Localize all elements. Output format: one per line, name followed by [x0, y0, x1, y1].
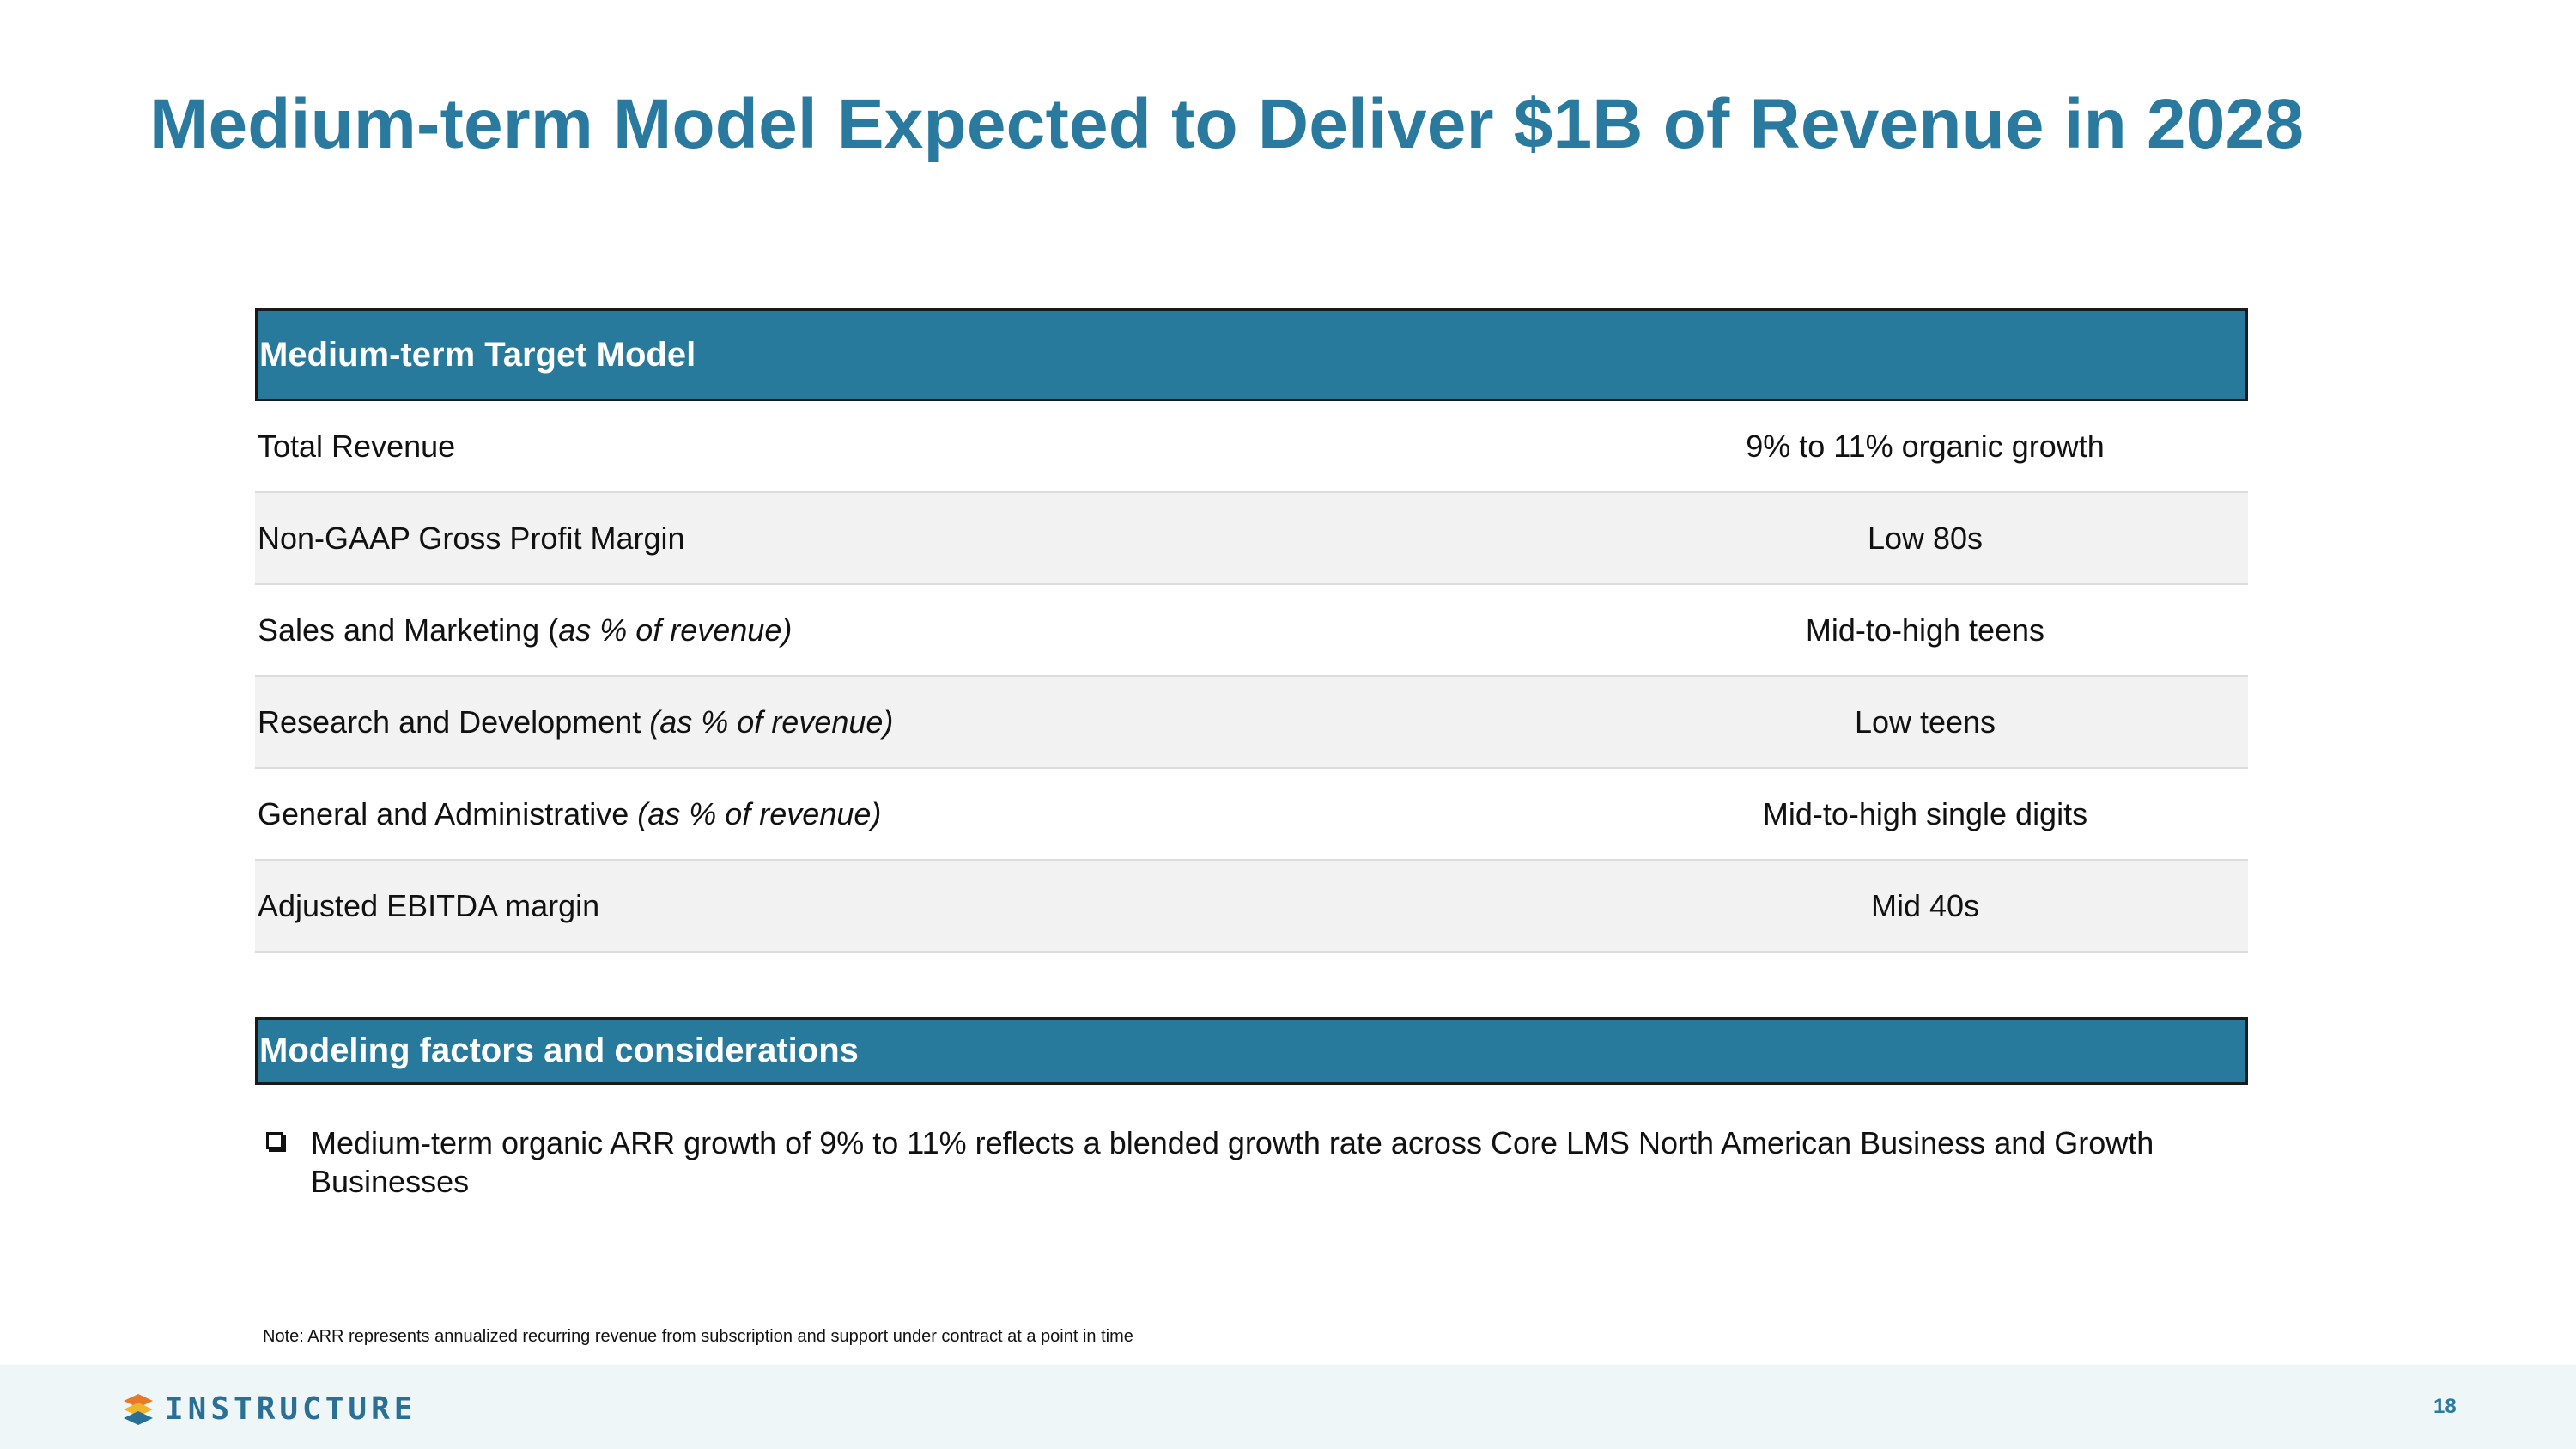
row-label: Total Revenue: [258, 428, 456, 464]
target-model-header: Medium-term Target Model: [255, 308, 2248, 401]
table-row-research-development: Research and Development (as % of revenu…: [255, 677, 2248, 769]
row-value: Mid-to-high single digits: [1762, 795, 2088, 831]
target-model-header-label: Medium-term Target Model: [259, 335, 696, 374]
instructure-logo-icon: [124, 1393, 153, 1425]
logo-text: INSTRUCTURE: [165, 1391, 417, 1427]
factors-list: Medium-term organic ARR growth of 9% to …: [266, 1123, 2241, 1201]
factor-item: Medium-term organic ARR growth of 9% to …: [311, 1125, 2154, 1199]
row-value: Mid 40s: [1870, 887, 1980, 923]
factors-header-label: Modeling factors and considerations: [259, 1032, 859, 1069]
row-value: Mid-to-high teens: [1805, 612, 2045, 648]
row-label: Sales and Marketing (as % of revenue): [258, 612, 793, 648]
table-row-total-revenue: Total Revenue 9% to 11% organic growth: [255, 401, 2248, 493]
table-row-adjusted-ebitda: Adjusted EBITDA margin Mid 40s: [255, 861, 2248, 953]
row-value: Low 80s: [1867, 520, 1984, 556]
target-model-table: Total Revenue 9% to 11% organic growth N…: [255, 401, 2248, 953]
factors-header: Modeling factors and considerations: [255, 1017, 2248, 1085]
checkbox-bullet-icon: [266, 1132, 283, 1149]
row-value: 9% to 11% organic growth: [1746, 428, 2105, 464]
table-row-sales-marketing: Sales and Marketing (as % of revenue) Mi…: [255, 585, 2248, 677]
page-title: Medium-term Model Expected to Deliver $1…: [149, 85, 2305, 163]
table-row-gross-margin: Non-GAAP Gross Profit Margin Low 80s: [255, 493, 2248, 585]
row-value: Low teens: [1854, 703, 1996, 740]
footnote: Note: ARR represents annualized recurrin…: [263, 1327, 1133, 1346]
table-row-general-administrative: General and Administrative (as % of reve…: [255, 769, 2248, 861]
row-label: Research and Development (as % of revenu…: [258, 703, 894, 740]
row-label: General and Administrative (as % of reve…: [258, 795, 882, 831]
instructure-logo: INSTRUCTURE: [122, 1391, 416, 1427]
page-number: 18: [2433, 1395, 2457, 1418]
footer-bar: [0, 1365, 2576, 1449]
row-label: Non-GAAP Gross Profit Margin: [258, 520, 685, 556]
row-label: Adjusted EBITDA margin: [258, 887, 600, 923]
